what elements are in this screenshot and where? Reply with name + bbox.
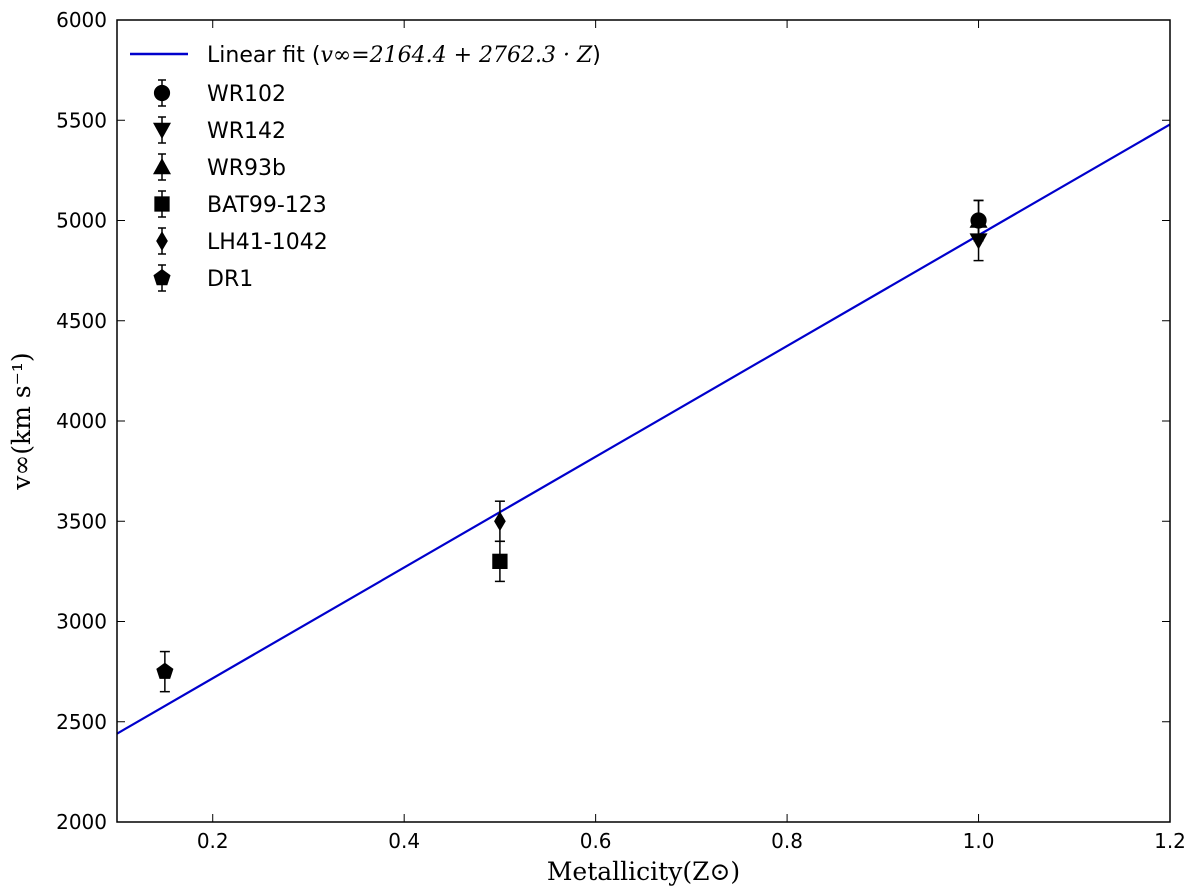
x-tick-label: 0.2 — [197, 829, 229, 853]
legend-marker-triangle-up — [153, 158, 171, 175]
marker-diamond — [494, 511, 506, 532]
legend-item-wr93b: WR93b — [153, 153, 286, 181]
y-tick-label: 4500 — [56, 309, 107, 333]
y-tick-label: 5000 — [56, 209, 107, 233]
marker-square — [492, 553, 508, 569]
data-point-wr93b — [969, 199, 988, 242]
legend-label: WR93b — [207, 156, 286, 181]
x-tick-label: 1.0 — [963, 829, 995, 853]
marker-pentagon — [156, 662, 174, 679]
plot-marks — [116, 123, 1171, 735]
legend-item-dr1: DR1 — [153, 264, 253, 292]
data-point-lh41-1042 — [494, 500, 506, 543]
legend-label: DR1 — [207, 267, 253, 292]
x-axis-label: Metallicity(Z⊙) — [547, 857, 740, 886]
y-tick-label: 3500 — [56, 509, 107, 533]
legend-label: BAT99-123 — [207, 193, 327, 218]
legend-label: LH41-1042 — [207, 230, 328, 255]
y-tick-label: 2000 — [56, 810, 107, 834]
legend-marker-triangle-down — [153, 122, 171, 139]
data-point-dr1 — [156, 650, 174, 693]
y-tick-label: 2500 — [56, 710, 107, 734]
legend-marker-pentagon — [153, 269, 171, 286]
legend-item-wr102: WR102 — [153, 79, 286, 107]
x-tick-label: 0.6 — [580, 829, 612, 853]
marker-triangle-down — [969, 233, 988, 250]
marker-triangle-up — [969, 211, 988, 228]
x-tick-label: 1.2 — [1154, 829, 1186, 853]
fit-line — [116, 123, 1171, 735]
data-point-bat99-123 — [492, 540, 508, 583]
legend-fit-label: Linear fit (v∞=2164.4 + 2762.3 · Z) — [207, 43, 601, 68]
legend: Linear fit (v∞=2164.4 + 2762.3 · Z) WR102… — [130, 43, 601, 292]
y-tick-label: 6000 — [56, 8, 107, 32]
legend-marker-square — [154, 196, 170, 212]
legend-marker-circle — [153, 84, 171, 102]
legend-label: WR142 — [207, 119, 286, 144]
y-tick-label: 5500 — [56, 108, 107, 132]
x-tick-label: 0.4 — [388, 829, 420, 853]
legend-item-bat99-123: BAT99-123 — [154, 190, 327, 218]
legend-marker-diamond — [156, 231, 168, 251]
legend-item-fit: Linear fit (v∞=2164.4 + 2762.3 · Z) — [130, 43, 601, 68]
y-axis-label: v∞(km s⁻¹) — [7, 352, 36, 490]
x-tick-label: 0.8 — [771, 829, 803, 853]
axis-ticks: 0.2 0.4 0.6 0.8 1.0 1.2 2000 2500 3000 3500 4000 45… — [56, 8, 1186, 853]
y-tick-label: 3000 — [56, 610, 107, 634]
y-tick-label: 4000 — [56, 409, 107, 433]
legend-item-wr142: WR142 — [153, 116, 286, 144]
legend-label: WR102 — [207, 82, 286, 107]
legend-item-lh41-1042: LH41-1042 — [156, 227, 328, 255]
